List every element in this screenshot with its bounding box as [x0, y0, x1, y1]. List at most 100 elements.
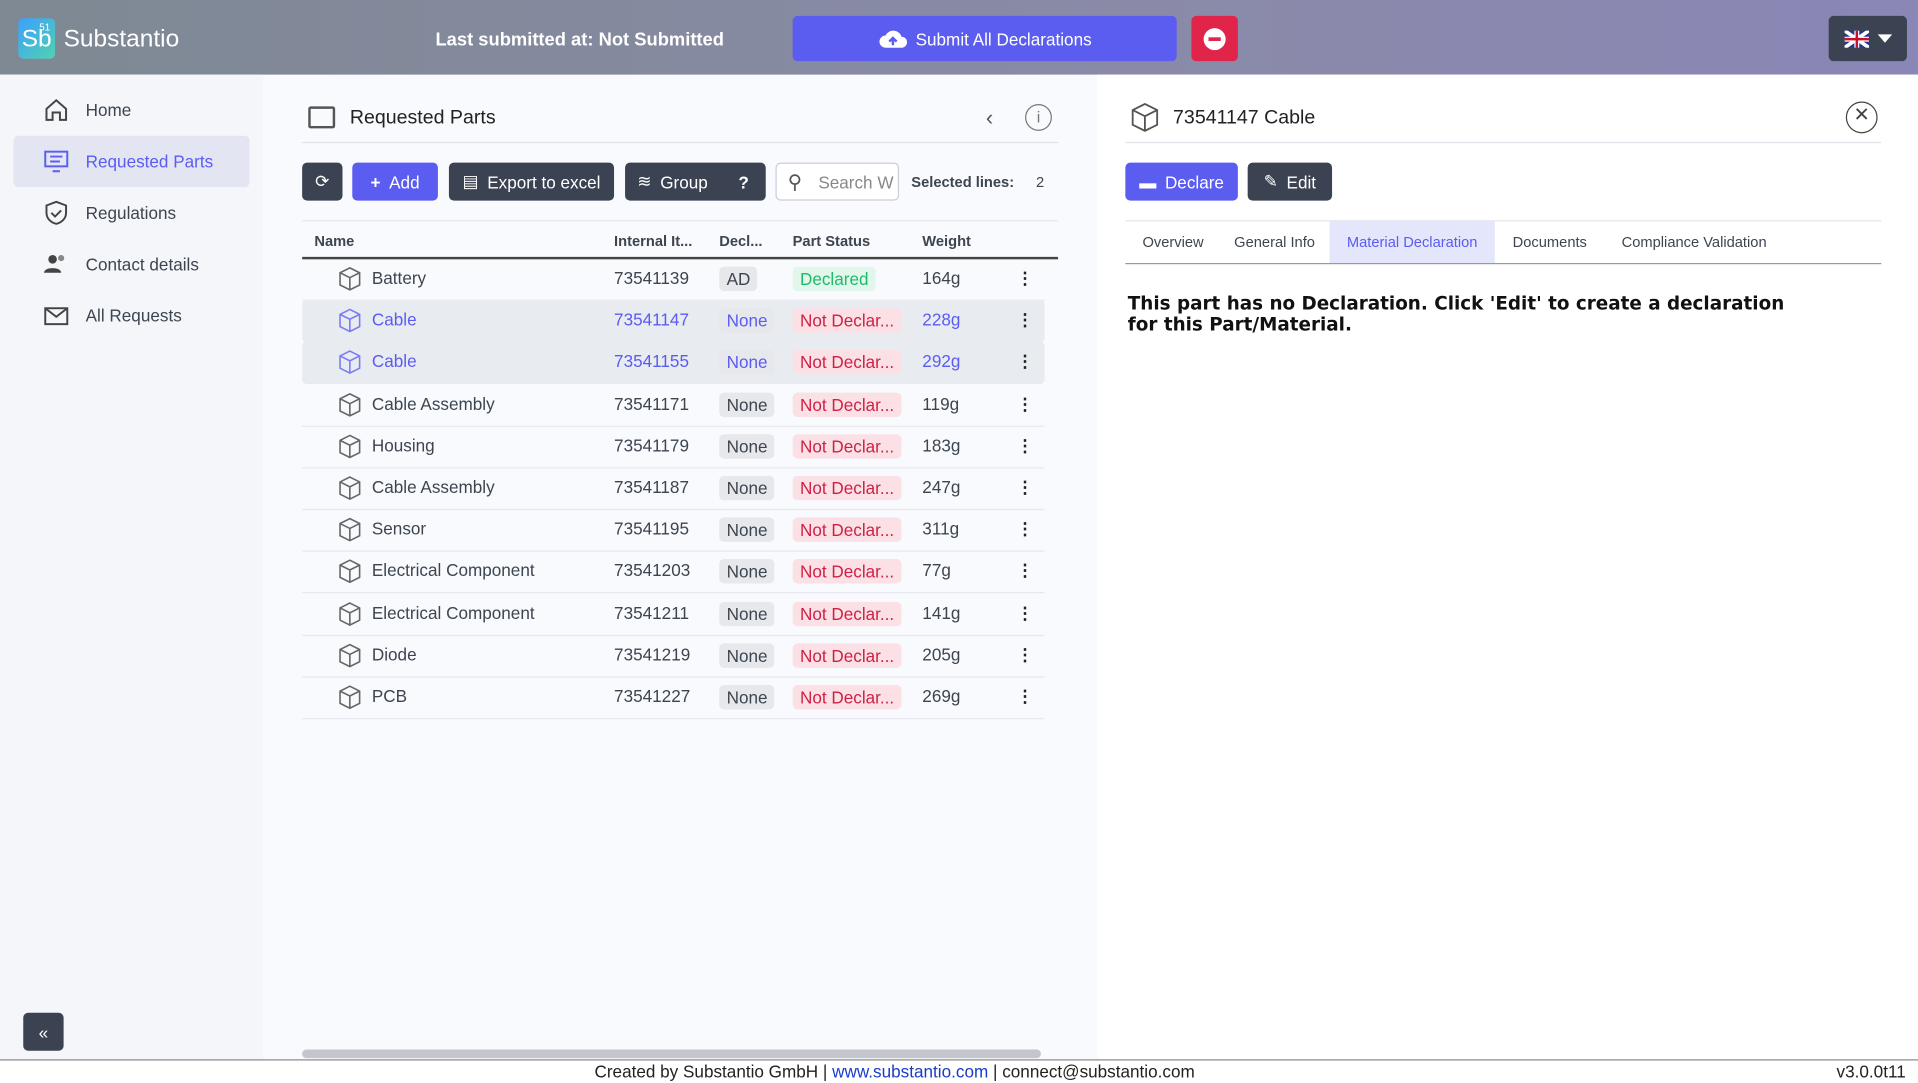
row-menu[interactable]: ⋮: [1016, 309, 1034, 330]
nav-item[interactable]: All Requests: [13, 290, 249, 341]
table-row[interactable]: Housing 73541179 None Not Declar... 183g ⋮: [302, 425, 1045, 469]
tab[interactable]: General Info: [1234, 233, 1315, 251]
group-label: Group: [660, 171, 708, 192]
logo[interactable]: Sb 51: [18, 18, 56, 59]
divider: [302, 141, 1059, 144]
table-row[interactable]: Cable Assembly 73541187 None Not Declar... 2…: [302, 467, 1045, 511]
nav-label: Contact details: [85, 254, 199, 274]
detail-message: This part has no Declaration. Click 'Edi…: [1127, 292, 1785, 336]
part-icon: [338, 392, 362, 420]
tab[interactable]: Compliance Validation: [1621, 233, 1767, 251]
row-menu[interactable]: ⋮: [1016, 351, 1034, 372]
divider: [302, 220, 1059, 222]
nav-icon: [43, 199, 70, 230]
export-button[interactable]: ▤ Export to excel: [448, 162, 615, 201]
part-name: Cable: [371, 309, 417, 330]
weight: 292g: [922, 351, 961, 372]
status-badge: Not Declar...: [792, 433, 902, 459]
internal-id: 73541211: [614, 602, 689, 623]
nav-item[interactable]: Requested Parts: [13, 135, 250, 188]
add-label: Add: [389, 171, 420, 192]
internal-id: 73541147: [614, 309, 689, 330]
decl-badge: None: [719, 601, 775, 626]
header-rule: [302, 256, 1059, 260]
row-menu[interactable]: ⋮: [1016, 686, 1034, 706]
weight: 141g: [922, 602, 961, 623]
table-row[interactable]: Cable 73541155 None Not Declar... 292g ⋮: [302, 341, 1045, 385]
decl-badge: None: [719, 308, 775, 333]
row-menu[interactable]: ⋮: [1016, 602, 1034, 623]
table-row[interactable]: Cable Assembly 73541171 None Not Declar... 1…: [302, 384, 1045, 427]
table-row[interactable]: Battery 73541139 AD Declared 164g ⋮: [302, 258, 1045, 301]
close-button[interactable]: ✕: [1845, 101, 1878, 134]
refresh-button[interactable]: ⟳: [302, 162, 343, 201]
decl-badge: None: [719, 559, 775, 584]
table-row[interactable]: Cable 73541147 None Not Declar... 228g ⋮: [302, 299, 1045, 343]
status-badge: Not Declar...: [792, 392, 902, 417]
table-row[interactable]: Electrical Component 73541203 None Not Decl…: [302, 551, 1045, 594]
part-icon: [338, 308, 362, 336]
table-row[interactable]: Electrical Component 73541211 None Not Decl…: [302, 593, 1045, 636]
nav-label: Regulations: [85, 203, 177, 223]
part-icon: [338, 601, 362, 629]
row-menu[interactable]: ⋮: [1016, 393, 1034, 413]
tab[interactable]: Material Declaration: [1329, 221, 1495, 263]
search-box[interactable]: ⚲ Search W: [775, 162, 900, 201]
column-header[interactable]: Part Status: [792, 232, 871, 250]
scrollbar[interactable]: [302, 1049, 1041, 1059]
add-button[interactable]: + Add: [352, 162, 438, 201]
nav-item[interactable]: Regulations: [13, 187, 249, 238]
table-row[interactable]: Diode 73541219 None Not Declar... 205g ⋮: [302, 635, 1045, 678]
nav-item[interactable]: Home: [13, 84, 249, 135]
nav-label: All Requests: [85, 305, 182, 326]
internal-id: 73541203: [614, 560, 691, 581]
edit-button[interactable]: ✎ Edit: [1247, 162, 1333, 201]
detail-title: 73541147 Cable: [1173, 107, 1316, 129]
row-menu[interactable]: ⋮: [1016, 518, 1034, 539]
row-menu[interactable]: ⋮: [1016, 435, 1034, 455]
column-header[interactable]: Internal It...: [614, 232, 693, 250]
status-badge: Declared: [792, 266, 876, 292]
part-icon: [338, 517, 362, 546]
group-button[interactable]: ≋ Group?: [625, 162, 766, 201]
weight: 269g: [922, 686, 961, 706]
footer-version: v3.0.0t11: [1836, 1061, 1906, 1082]
weight: 119g: [922, 393, 960, 413]
part-icon: [338, 350, 362, 378]
table-row[interactable]: Sensor 73541195 None Not Declar... 311g ⋮: [302, 509, 1045, 552]
tab[interactable]: Overview: [1142, 233, 1204, 251]
divider: [1125, 220, 1882, 222]
column-header[interactable]: Name: [314, 232, 355, 250]
stop-button[interactable]: [1191, 15, 1238, 62]
decl-badge: None: [719, 475, 775, 501]
language-select[interactable]: [1828, 15, 1907, 62]
submit-button[interactable]: Submit All Declarations: [792, 15, 1177, 62]
table-row[interactable]: PCB 73541227 None Not Declar... 269g ⋮: [302, 676, 1045, 720]
info-button[interactable]: i: [1025, 103, 1052, 131]
status-badge: Not Declar...: [792, 643, 902, 668]
decl-badge: None: [719, 517, 775, 543]
nav-icon: [43, 302, 70, 333]
row-menu[interactable]: ⋮: [1016, 477, 1034, 497]
weight: 311g: [922, 518, 960, 539]
logo-sup: 51: [39, 22, 51, 34]
decl-badge: None: [719, 392, 775, 417]
tab[interactable]: Documents: [1512, 233, 1587, 251]
declare-button[interactable]: ▬ Declare: [1125, 162, 1238, 201]
column-header[interactable]: Decl...: [719, 232, 763, 250]
footer-website[interactable]: www.substantio.com: [832, 1061, 989, 1082]
footer-separator: |: [822, 1061, 828, 1082]
row-menu[interactable]: ⋮: [1016, 267, 1034, 288]
part-icon: [1131, 102, 1159, 132]
collapse-panel[interactable]: ‹: [985, 105, 994, 130]
nav-icon: [43, 148, 70, 179]
nav-icon: [43, 97, 70, 128]
selected-count: 2: [1036, 173, 1045, 191]
column-header[interactable]: Weight: [922, 232, 971, 250]
row-menu[interactable]: ⋮: [1016, 560, 1034, 581]
nav-item[interactable]: Contact details: [13, 239, 249, 290]
row-menu[interactable]: ⋮: [1016, 644, 1034, 664]
collapse-button[interactable]: «: [23, 1012, 64, 1051]
decl-badge: None: [719, 643, 775, 668]
